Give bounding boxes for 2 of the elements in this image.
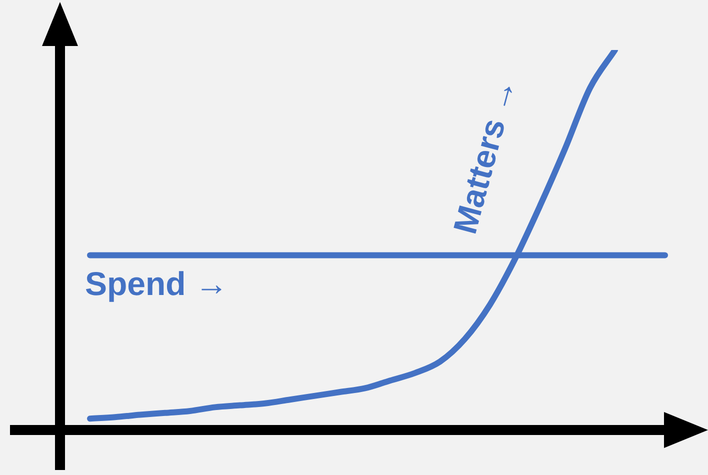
text: Matters → bbox=[446, 74, 524, 238]
series-label: Spend → bbox=[85, 265, 228, 302]
